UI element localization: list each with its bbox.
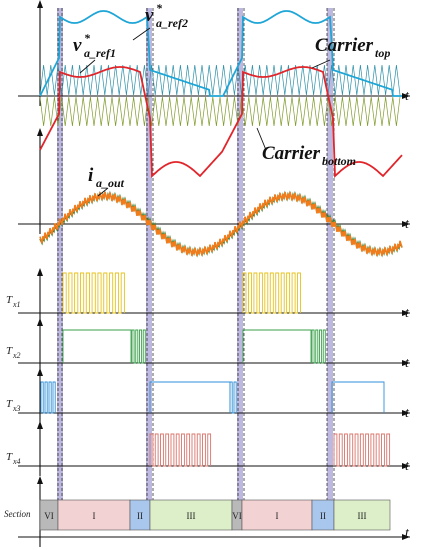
- svg-text:a_ref2: a_ref2: [156, 16, 188, 30]
- section-label-0: VI: [44, 511, 54, 521]
- vertical-arrow-6: [37, 476, 43, 484]
- t-label-3: t: [405, 306, 410, 321]
- v-ref2-label: v * a_ref2: [145, 1, 188, 30]
- section-label-7: III: [358, 511, 367, 521]
- tx3-level-2: [331, 381, 385, 413]
- time-arrow-0: [402, 93, 410, 99]
- t-label-4: t: [405, 356, 410, 371]
- highlight-band-0: [57, 8, 63, 518]
- svg-text:T: T: [6, 451, 13, 463]
- section-label-6: II: [320, 511, 326, 521]
- tx3-level-1: [149, 381, 231, 413]
- section-block-3: [149, 499, 233, 531]
- t-label-1: t: [405, 89, 410, 104]
- svg-text:x3: x3: [12, 404, 21, 413]
- time-arrow-3: [402, 360, 410, 366]
- carrier-waves: [39, 64, 401, 127]
- section-label-5: I: [276, 511, 279, 521]
- switch-pulses: [40, 272, 391, 467]
- tx3-pulses-2: [229, 381, 237, 414]
- svg-text:x2: x2: [12, 351, 21, 360]
- svg-text:T: T: [6, 294, 13, 306]
- svg-text:a_ref1: a_ref1: [84, 46, 116, 60]
- tx2-pulses-1: [131, 329, 146, 364]
- section-block-7: [333, 499, 391, 531]
- svg-text:a_out: a_out: [96, 176, 125, 190]
- v-ref1-label: v * a_ref1: [73, 31, 116, 60]
- tx3-label: T x3: [6, 398, 21, 413]
- svg-text:x1: x1: [12, 300, 21, 309]
- highlight-band-1: [146, 8, 152, 518]
- time-arrow-1: [402, 221, 410, 227]
- v-ref1-wave: [39, 66, 403, 178]
- t-label-6: t: [405, 459, 410, 474]
- vertical-arrow-3: [37, 318, 43, 326]
- arrow-v-ref1: [79, 59, 96, 74]
- svg-text:top: top: [375, 46, 390, 60]
- svg-text:Carrier: Carrier: [262, 143, 321, 164]
- v-ref2-wave: [39, 10, 402, 97]
- tx2-level-2: [242, 329, 312, 363]
- svg-text:bottom: bottom: [322, 154, 356, 168]
- arrow-carrier-top: [311, 59, 331, 69]
- svg-text:T: T: [6, 345, 13, 357]
- reference-voltages: [39, 10, 403, 178]
- tx1-pulses-2: [242, 272, 301, 314]
- tx1-pulses-1: [62, 272, 125, 314]
- section-label-2: II: [137, 511, 143, 521]
- t-label-5: t: [405, 406, 410, 421]
- svg-text:*: *: [84, 31, 91, 45]
- vertical-arrow-4: [37, 368, 43, 376]
- svg-text:x4: x4: [12, 457, 21, 466]
- arrow-i-out: [97, 187, 109, 197]
- tx3-pulses-1: [40, 381, 56, 414]
- t-label-2: t: [405, 217, 410, 232]
- carrier-bottom-label: Carrier bottom: [262, 143, 356, 168]
- svg-text:i: i: [88, 165, 94, 186]
- tx1-label: T x1: [6, 294, 21, 309]
- arrow-v-ref2: [132, 27, 151, 41]
- vertical-arrow-2: [37, 268, 43, 276]
- time-arrow-4: [402, 410, 410, 416]
- svg-text:T: T: [6, 398, 13, 410]
- carrier-top-label: Carrier top: [315, 35, 390, 60]
- tx2-pulses-2: [311, 329, 326, 364]
- section-label-4: VI: [232, 511, 242, 521]
- section-title: Section: [4, 509, 31, 519]
- svg-text:v: v: [145, 5, 154, 26]
- tx4-pulses-1: [149, 433, 212, 467]
- annotation-arrows: [79, 27, 331, 197]
- tx2-level-1: [62, 329, 132, 363]
- arrow-carrier-bottom: [256, 127, 267, 151]
- time-arrow-5: [402, 463, 410, 469]
- time-arrow-6: [402, 534, 410, 540]
- carrier-top-wave: [39, 64, 401, 96]
- section-block-1: [57, 499, 131, 531]
- tx2-label: T x2: [6, 345, 21, 360]
- t-label-7: t: [405, 526, 410, 541]
- section-label-3: III: [187, 511, 196, 521]
- svg-text:*: *: [156, 1, 163, 15]
- svg-text:v: v: [73, 35, 82, 56]
- vertical-arrow-5: [37, 421, 43, 429]
- section-bar: VI I II III VI I II III: [39, 499, 391, 531]
- transition-highlight-bands: [57, 8, 333, 518]
- section-label-1: I: [93, 511, 96, 521]
- highlight-band-2: [237, 8, 243, 518]
- vertical-arrow-0: [37, 0, 43, 8]
- vertical-arrow-1: [37, 128, 43, 136]
- tx4-pulses-2: [333, 433, 391, 467]
- svg-text:Carrier: Carrier: [315, 35, 374, 56]
- highlight-band-3: [327, 8, 333, 518]
- time-arrow-2: [402, 310, 410, 316]
- i-out-label: i a_out: [88, 165, 125, 190]
- carrier-bottom-wave: [39, 96, 401, 127]
- tx4-label: T x4: [6, 451, 21, 466]
- section-block-5: [241, 499, 313, 531]
